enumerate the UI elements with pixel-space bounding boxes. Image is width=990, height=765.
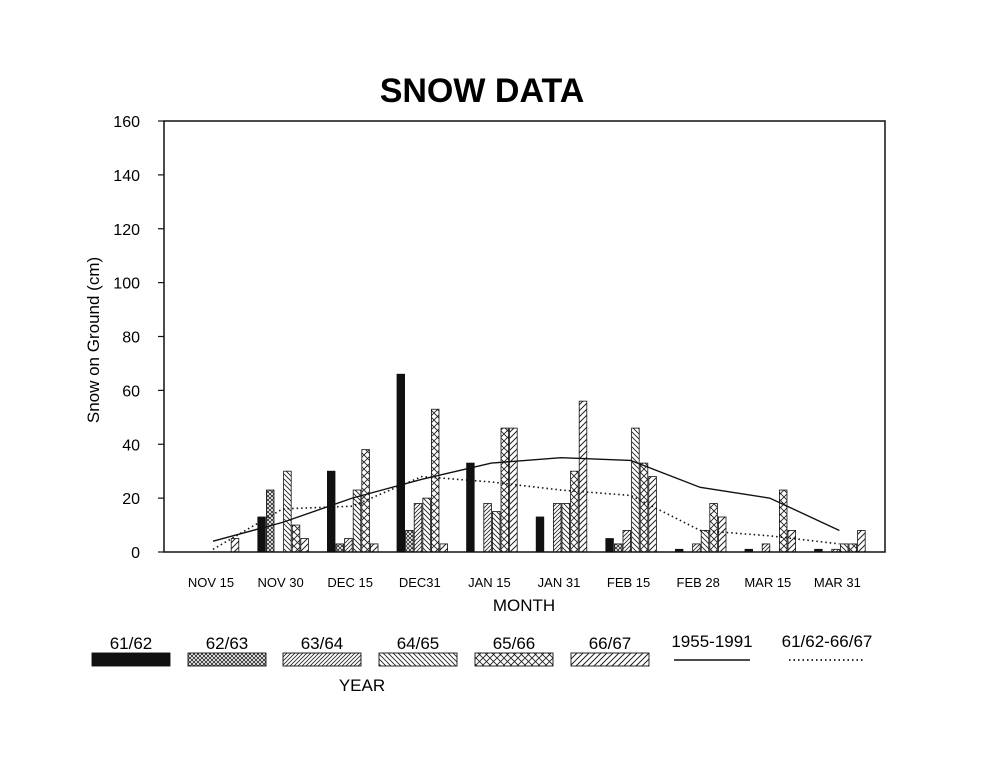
bar-66-67-dec31 <box>439 543 448 553</box>
legend: 61/62 62/63 63/64 64/65 65/66 66/67 1955-1991 6… <box>91 632 873 667</box>
legend-label: 1955-1991 <box>671 632 752 651</box>
bar-63-64-feb28 <box>692 543 701 553</box>
bar-63-64-feb15 <box>622 530 631 553</box>
y-tick-label: 120 <box>113 222 140 239</box>
bar-65-66-dec31 <box>430 408 440 553</box>
x-tick-label: DEC31 <box>399 575 441 590</box>
bar-64-65-mar31 <box>840 543 849 553</box>
bar-63-64-jan15 <box>483 503 492 553</box>
y-tick-label: 80 <box>122 330 140 347</box>
bar-65-66-jan31 <box>570 470 579 553</box>
bar-63-64-dec31 <box>413 503 423 553</box>
legend-title: YEAR <box>339 676 385 695</box>
bar-61-62-jan15 <box>466 462 475 553</box>
legend-label: 61/62-66/67 <box>782 632 873 651</box>
y-tick-label: 140 <box>113 168 140 185</box>
plot-frame <box>163 120 886 553</box>
bar-65-66-jan15 <box>500 427 509 553</box>
bar-62-63-nov30 <box>265 489 275 553</box>
y-tick-label: 0 <box>131 545 140 562</box>
bar-66-67-mar15 <box>787 530 796 553</box>
bar-66-67-mar31 <box>857 530 866 553</box>
y-tick-label: 60 <box>122 383 140 400</box>
legend-label: 64/65 <box>397 634 440 653</box>
x-tick-label: NOV 15 <box>188 575 234 590</box>
bar-64-65-feb15 <box>631 427 640 553</box>
bar-64-65-dec31 <box>422 497 431 553</box>
bar-65-66-nov30 <box>291 524 301 553</box>
bar-65-66-feb15 <box>639 462 649 553</box>
y-tick-label: 40 <box>122 437 140 454</box>
bar-61-62-dec15 <box>326 470 336 553</box>
legend-swatch <box>187 652 267 667</box>
legend-swatch <box>570 652 650 667</box>
y-tick-label: 160 <box>113 114 140 131</box>
x-tick-label: MAR 31 <box>814 575 861 590</box>
bar-64-65-jan31 <box>561 503 570 553</box>
bar-66-67-jan15 <box>509 427 518 553</box>
x-tick-label: DEC 15 <box>327 575 373 590</box>
bar-61-62-nov30 <box>257 516 266 553</box>
bar-61-62-jan31 <box>535 516 545 553</box>
legend-label: 65/66 <box>493 634 536 653</box>
x-axis-label: MONTH <box>493 596 555 615</box>
bar-64-65-dec15 <box>352 489 362 553</box>
bar-66-67-feb15 <box>648 476 657 553</box>
x-tick-label: JAN 15 <box>468 575 511 590</box>
line-1955-1991 <box>212 457 840 542</box>
bar-63-64-jan31 <box>553 503 562 553</box>
bar-66-67-feb28 <box>718 516 727 553</box>
bar-63-64-dec15 <box>344 538 353 553</box>
bar-66-67-nov30 <box>300 538 309 553</box>
legend-label: 66/67 <box>589 634 632 653</box>
bar-65-66-mar31 <box>848 543 857 553</box>
bar-63-64-mar15 <box>761 543 771 553</box>
legend-swatch <box>91 652 171 667</box>
y-tick-label: 20 <box>122 491 140 508</box>
bar-62-63-feb15 <box>614 543 623 553</box>
bar-66-67-nov15 <box>230 538 240 553</box>
y-axis-label: Snow on Ground (cm) <box>84 257 103 423</box>
plot-area: 0 20 40 60 80 100 120 140 160 NOV 15 NOV 30 DEC 15 D… <box>113 114 866 590</box>
legend-label: 61/62 <box>110 634 153 653</box>
legend-label: 63/64 <box>301 634 344 653</box>
bar-64-65-feb28 <box>700 530 710 553</box>
bar-61-62-feb15 <box>605 538 614 553</box>
legend-swatch <box>282 652 362 667</box>
x-tick-label: JAN 31 <box>538 575 581 590</box>
x-tick-label: FEB 15 <box>607 575 650 590</box>
bar-65-66-mar15 <box>779 489 788 553</box>
x-tick-label: NOV 30 <box>257 575 303 590</box>
bar-62-63-dec31 <box>405 530 414 553</box>
bar-61-62-dec31 <box>396 373 405 553</box>
legend-swatch <box>378 652 458 667</box>
chart-title: SNOW DATA <box>380 72 585 110</box>
legend-swatch <box>474 652 554 667</box>
y-tick-label: 100 <box>113 276 140 293</box>
bar-66-67-jan31 <box>578 400 588 553</box>
bar-65-66-feb28 <box>709 503 718 553</box>
legend-label: 62/63 <box>206 634 249 653</box>
bar-64-65-nov30 <box>283 470 292 553</box>
bar-66-67-dec15 <box>369 543 379 553</box>
x-tick-label: MAR 15 <box>744 575 791 590</box>
bar-64-65-jan15 <box>491 511 501 553</box>
bar-62-63-dec15 <box>335 543 344 553</box>
x-tick-label: FEB 28 <box>677 575 720 590</box>
